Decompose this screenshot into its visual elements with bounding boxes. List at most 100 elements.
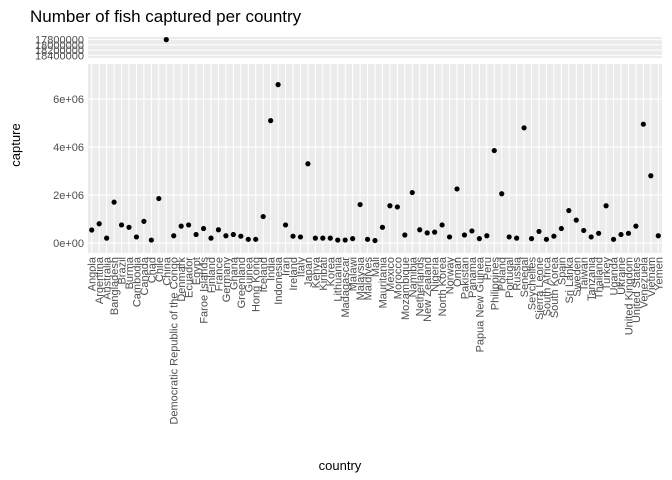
point [208,235,214,241]
point [186,222,192,228]
point [118,222,125,228]
point [543,236,550,242]
point [141,218,147,224]
x-tick-label: Canada [139,256,151,295]
point [312,235,318,241]
point [551,233,557,239]
y-tick-label: 18400000 [35,50,84,62]
x-tick-label: United Kingdom [623,257,635,335]
point [640,121,646,127]
x-tick-label: Korea [325,256,337,286]
x-tick-label: Ecuador [184,257,196,298]
point [446,234,453,240]
point [454,186,460,192]
x-tick-label: North Korea [437,256,449,316]
point [282,222,289,228]
x-tick-label: Lithuania [333,256,345,302]
point [394,204,400,210]
x-tick-label: Turkey [601,257,613,291]
x-axis-title: country [319,458,362,473]
point [193,231,199,238]
point [253,236,259,242]
x-tick-label: Senegal [519,257,531,297]
x-tick-label: Peru [482,257,494,280]
point [230,231,236,238]
x-tick-label: Iceland [258,257,270,292]
x-tick-label: Argentina [94,256,106,304]
x-tick-label: South Africa [541,256,553,316]
x-tick-label: Angola [87,256,99,291]
x-tick-label: Namibia [407,256,419,297]
point [178,223,184,229]
x-tick-label: Oman [452,257,464,287]
x-tick-label: Australia [102,256,114,300]
x-tick-label: Chile [154,257,166,282]
x-tick-label: Hong Kong [251,257,263,312]
x-tick-label: Iran [281,257,293,276]
x-tick-label: Pakistan [459,257,471,299]
y-tick-label: 18200000 [35,45,84,57]
x-tick-label: Seychelles [527,257,539,311]
x-tick-label: Thailand [594,257,606,299]
point [260,213,266,220]
point [126,224,132,230]
point [156,195,162,202]
point [648,173,654,179]
point [528,236,535,242]
x-tick-label: Kiribati [318,257,330,291]
x-tick-label: Poland [497,257,509,291]
point [610,236,617,242]
y-tick-label: 6e+06 [53,94,84,106]
x-tick-label: Cambodia [131,256,143,307]
x-tick-label: Mali [370,257,382,277]
x-tick-label: Greenland [236,257,248,308]
x-tick-label: Burma [124,256,136,289]
point [327,235,333,241]
point [357,201,363,208]
point [596,230,602,236]
point [439,222,445,228]
x-tick-label: Maldives [363,257,375,301]
x-tick-label: Philippines [489,257,501,311]
point [402,232,408,238]
point [290,233,296,239]
x-tick-label: China [161,256,173,286]
x-tick-label: Taiwan [579,257,591,291]
point [469,228,475,234]
point [618,231,624,238]
point [387,203,393,209]
point [305,161,311,167]
point [484,233,490,239]
point [215,227,222,233]
point [89,227,95,233]
point [364,236,371,242]
point [566,207,572,214]
y-tick-label: 18000000 [35,40,84,52]
point [350,236,356,242]
point [275,82,281,88]
x-tick-label: New Zealand [422,257,434,322]
x-tick-label: Ukraine [616,257,628,295]
x-tick-label: Sweden [571,257,583,297]
x-tick-label: Brazil [117,257,129,285]
chart-title: Number of fish captured per country [30,7,302,26]
x-tick-label: Chad [146,257,158,283]
x-tick-label: Mexico [385,257,397,292]
x-tick-label: Uganda [609,256,621,295]
x-tick-label: Mauritania [377,256,389,308]
point [499,191,505,197]
point [320,235,326,241]
point [424,230,430,236]
point [148,237,154,243]
x-tick-label: Kenya [310,256,322,288]
point [521,125,527,131]
x-tick-label: Madagascar [340,257,352,318]
point [581,227,587,234]
point [111,199,117,205]
x-tick-label: Russia [512,256,524,291]
x-tick-label: Japan [303,257,315,287]
x-tick-label: Portugal [504,257,516,298]
point [96,221,102,227]
x-tick-label: Malaysia [355,256,367,300]
x-tick-label: Bangladesh [109,257,121,315]
